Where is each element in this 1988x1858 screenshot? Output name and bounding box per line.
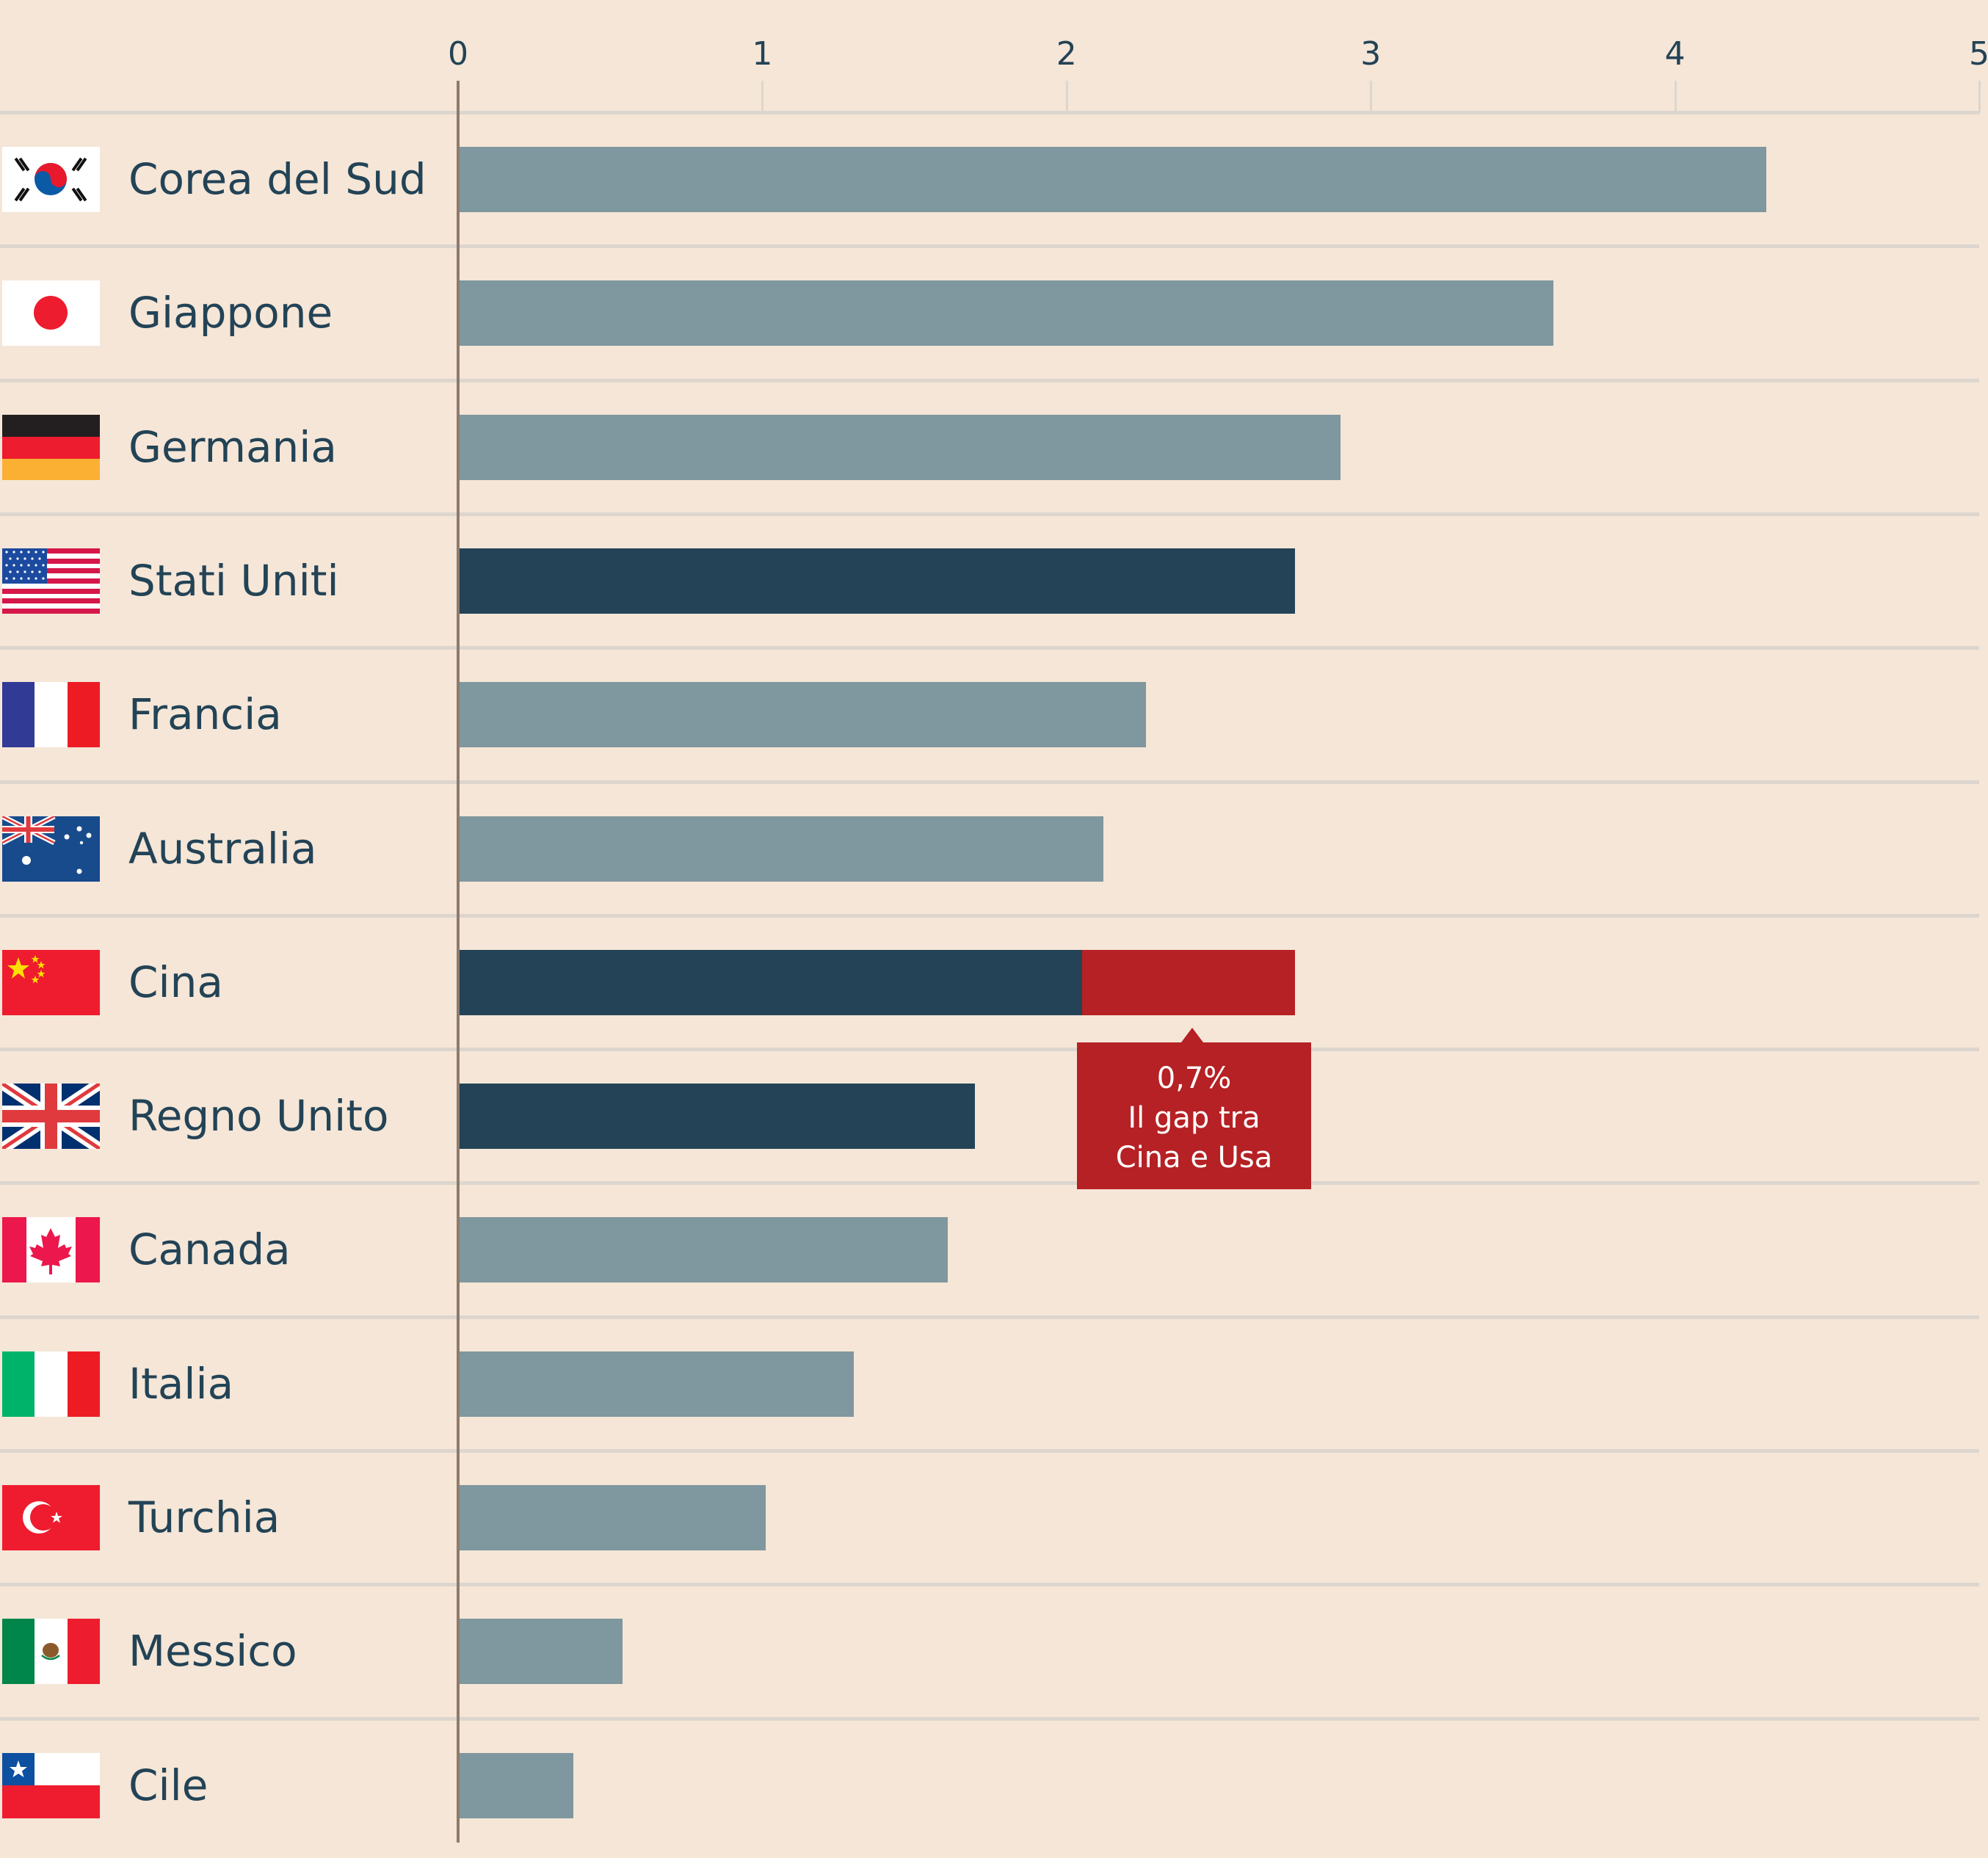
france-flag-icon (2, 682, 100, 747)
uk-flag-icon (2, 1084, 100, 1149)
category-label: Stati Uniti (128, 556, 339, 606)
category-label: Messico (128, 1626, 297, 1676)
italy-flag-icon (2, 1351, 100, 1417)
row-separator (0, 1048, 1979, 1051)
x-tick-label: 2 (1056, 35, 1077, 73)
x-tick-mark (1370, 81, 1373, 113)
bar (458, 1485, 766, 1550)
x-tick-label: 0 (448, 35, 468, 73)
bar (458, 280, 1553, 346)
bar (458, 147, 1766, 212)
category-label: Regno Unito (128, 1091, 389, 1141)
australia-flag-icon (2, 816, 100, 882)
category-label: Corea del Sud (128, 154, 427, 204)
usa-flag-icon (2, 548, 100, 614)
category-label: Cile (128, 1760, 208, 1810)
gap-annotation-value: 0,7% (1156, 1062, 1232, 1095)
gap-bar-segment (1081, 950, 1295, 1015)
germany-flag-icon (2, 415, 100, 480)
gap-annotation-text-1: Il gap tra (1128, 1101, 1260, 1135)
category-label: Italia (128, 1359, 234, 1409)
bar (458, 1217, 948, 1282)
gap-annotation: 0,7% Il gap tra Cina e Usa (1077, 1042, 1311, 1189)
x-tick-label: 1 (752, 35, 773, 73)
china-flag-icon (2, 950, 100, 1015)
callout-pointer (1181, 1028, 1203, 1042)
bar (458, 682, 1146, 747)
row-separator (0, 1717, 1979, 1721)
row-separator (0, 244, 1979, 248)
turkey-flag-icon (2, 1485, 100, 1550)
bar (458, 548, 1295, 614)
category-label: Francia (128, 689, 282, 739)
mexico-flag-icon (2, 1619, 100, 1684)
x-tick-mark (1065, 81, 1068, 113)
south-korea-flag-icon (2, 147, 100, 212)
bar (458, 1084, 976, 1149)
row-separator (0, 1316, 1979, 1319)
category-label: Turchia (128, 1492, 280, 1542)
row-separator (0, 1449, 1979, 1453)
row-separator (0, 646, 1979, 650)
x-tick-label: 4 (1664, 35, 1686, 73)
category-label: Cina (128, 957, 223, 1007)
bar (458, 816, 1103, 882)
row-separator (0, 914, 1979, 918)
bar (458, 950, 1082, 1015)
row-separator (0, 1181, 1979, 1185)
canada-flag-icon (2, 1217, 100, 1282)
category-label: Australia (128, 824, 317, 874)
row-separator (0, 512, 1979, 516)
x-tick-label: 5 (1969, 35, 1988, 73)
x-tick-label: 3 (1360, 35, 1382, 73)
bar (458, 415, 1341, 480)
bar (458, 1619, 623, 1684)
chile-flag-icon (2, 1753, 100, 1818)
x-tick-mark (1978, 81, 1981, 113)
row-separator (0, 780, 1979, 784)
gap-annotation-text-2: Cina e Usa (1115, 1141, 1273, 1175)
zero-axis-line (457, 81, 460, 1843)
category-label: Germania (128, 422, 337, 472)
japan-flag-icon (2, 280, 100, 346)
bar (458, 1351, 854, 1417)
row-separator (0, 1583, 1979, 1586)
x-tick-mark (1674, 81, 1677, 113)
bar (458, 1753, 574, 1818)
x-tick-mark (761, 81, 764, 113)
category-label: Giappone (128, 288, 333, 338)
category-label: Canada (128, 1224, 291, 1274)
row-separator (0, 379, 1979, 382)
row-separator (0, 111, 1979, 115)
